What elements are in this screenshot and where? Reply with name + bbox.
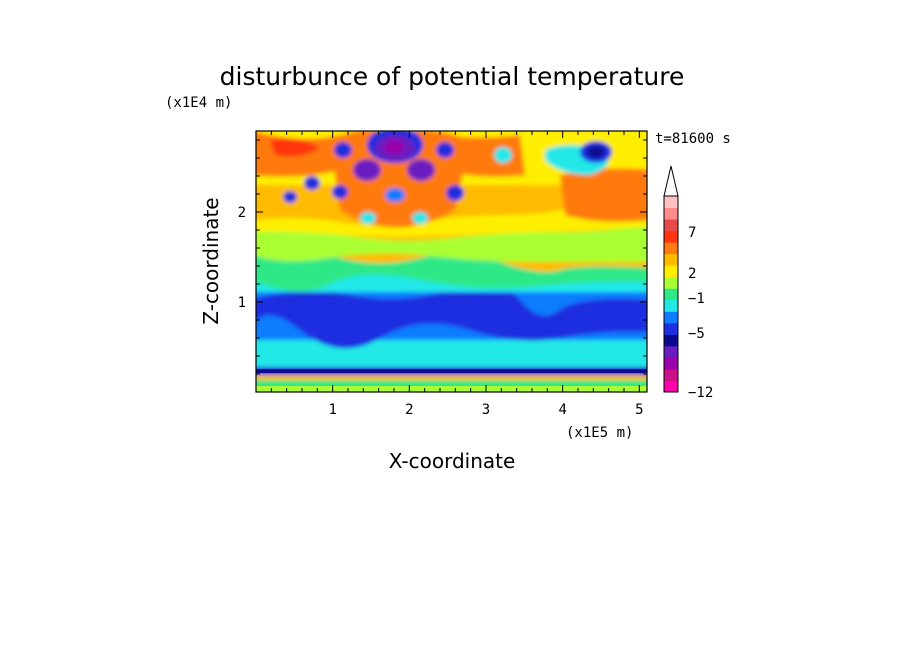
x-tick-label: 5 (635, 402, 643, 418)
colorbar-swatch (664, 253, 678, 266)
y-tick-label: 2 (238, 205, 246, 221)
colorbar-swatch (664, 357, 678, 370)
colorbar-swatch (664, 311, 678, 324)
x-tick-label: 1 (328, 402, 336, 418)
colorbar-swatch (664, 380, 678, 393)
x-tick-label: 4 (558, 402, 566, 418)
y-multiplier-label: (x1E4 m) (165, 95, 232, 111)
colorbar-tick-label: −12 (688, 385, 713, 401)
heatmap-field (256, 131, 647, 392)
colorbar-swatch (664, 322, 678, 335)
colorbar-swatch (664, 368, 678, 381)
colorbar-swatch (664, 265, 678, 278)
x-multiplier-label: (x1E5 m) (566, 425, 633, 441)
x-tick-label: 2 (405, 402, 413, 418)
axis-ticks (256, 131, 647, 392)
colorbar-swatch (664, 345, 678, 358)
colorbar-swatch (664, 230, 678, 243)
colorbar-swatch (664, 334, 678, 347)
chart-title: disturbunce of potential temperature (220, 62, 685, 91)
colorbar-extend-arrow (663, 165, 679, 197)
colorbar-swatch (664, 219, 678, 232)
colorbar-swatch (664, 288, 678, 301)
time-label: t=81600 s (655, 131, 731, 147)
x-tick-label: 3 (482, 402, 490, 418)
colorbar-swatch (664, 299, 678, 312)
colorbar-tick-label: 2 (688, 266, 696, 282)
colorbar-swatch (664, 196, 678, 209)
x-axis-label: X-coordinate (389, 449, 516, 473)
colorbar-swatch (664, 207, 678, 220)
plot-frame (255, 130, 648, 393)
colorbar-swatch (664, 276, 678, 289)
y-axis-label: Z-coordinate (199, 197, 223, 324)
colorbar-tick-label: 7 (688, 225, 696, 241)
colorbar (663, 165, 679, 393)
y-tick-label: 1 (238, 295, 246, 311)
colorbar-tick-label: −5 (688, 326, 705, 342)
colorbar-swatch (664, 242, 678, 255)
colorbar-tick-label: −1 (688, 291, 705, 307)
